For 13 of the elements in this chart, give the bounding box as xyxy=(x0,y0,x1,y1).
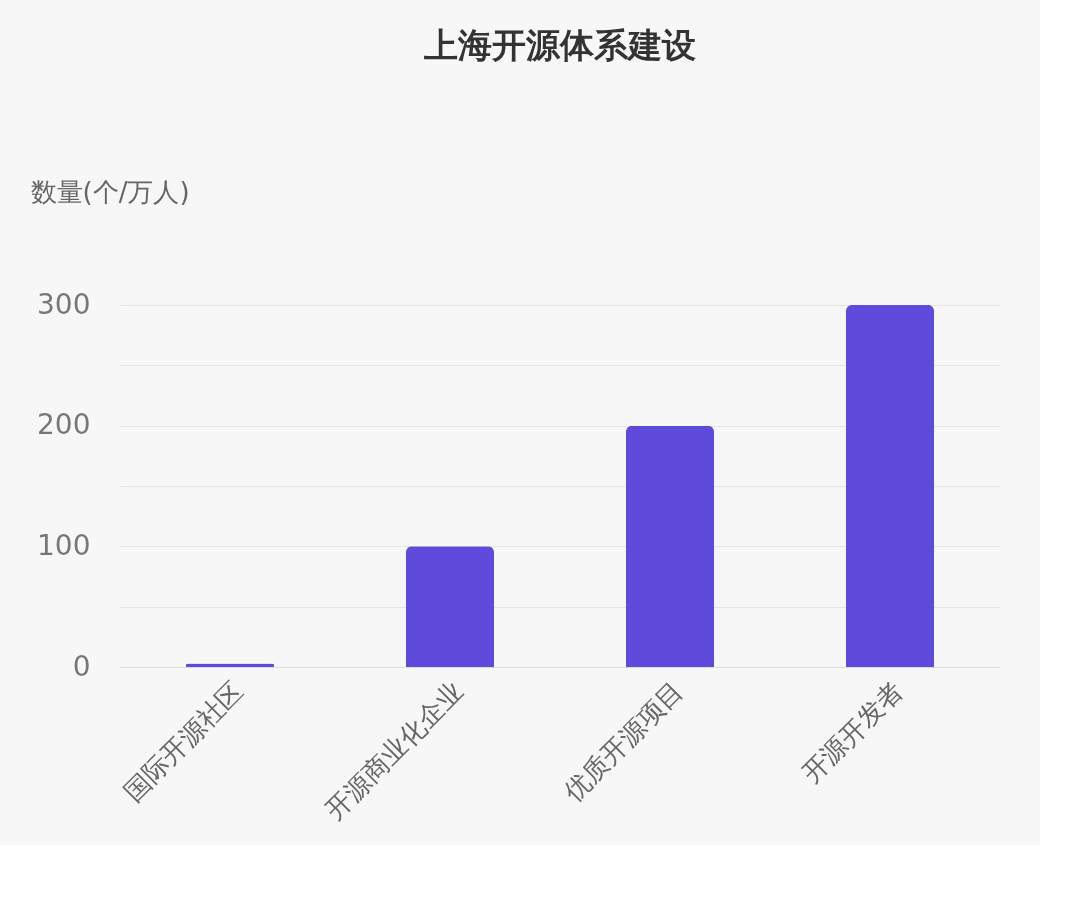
y-tick-label: 0 xyxy=(72,649,91,683)
x-tick-label: 开源开发者 xyxy=(795,675,910,789)
y-tick-label: 100 xyxy=(37,528,91,562)
x-tick-label: 优质开源项目 xyxy=(557,675,690,807)
y-tick-label: 200 xyxy=(37,408,91,442)
bar xyxy=(846,305,934,667)
bar xyxy=(406,546,494,667)
bar xyxy=(626,425,714,667)
x-tick-label: 国际开源社区 xyxy=(117,675,250,807)
y-axis-title: 数量(个/万人) xyxy=(30,176,190,207)
x-tick-label: 开源商业化企业 xyxy=(319,675,470,826)
y-tick-label: 300 xyxy=(37,287,91,321)
chart-title: 上海开源体系建设 xyxy=(423,25,696,65)
